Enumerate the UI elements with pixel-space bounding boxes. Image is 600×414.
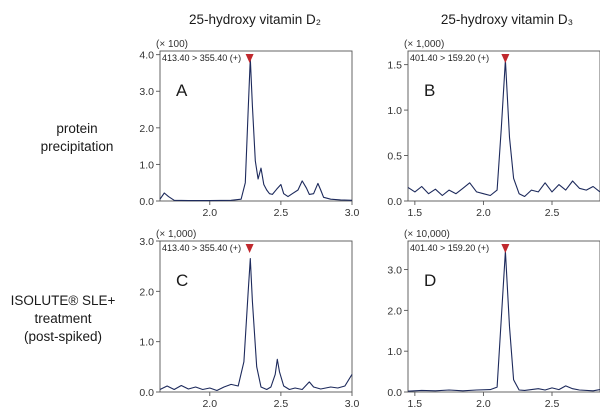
x-tick-label: 2.0 bbox=[476, 207, 491, 219]
peak-marker bbox=[245, 54, 254, 63]
chromatogram-panel-d: (× 10,000) 0.0 1.0 2.0 3.0 1.5 2.0 2.5 401.40 > … bbox=[387, 229, 600, 410]
y-tick-label: 0.0 bbox=[139, 387, 154, 399]
row-label-line: (post-spiked) bbox=[24, 329, 102, 344]
chromatogram-panel-a: (× 100) 0.0 1.0 2.0 3.0 4.0 2.0 2.5 3.0 413.40 > … bbox=[139, 39, 359, 219]
y-tick-label: 1.0 bbox=[139, 159, 154, 171]
plot-frame bbox=[159, 240, 353, 393]
plot-frame bbox=[407, 240, 600, 393]
x-tick-label: 2.5 bbox=[274, 398, 289, 410]
mrm-transition-label: 413.40 > 355.40 (+) bbox=[162, 243, 241, 253]
peak-marker bbox=[245, 244, 254, 253]
x-tick-label: 3.0 bbox=[345, 207, 360, 219]
y-tick-label: 0.0 bbox=[387, 196, 402, 208]
row-label-line: treatment bbox=[34, 311, 91, 326]
chromatogram-panel-c: (× 1,000) 0.0 1.0 2.0 3.0 2.0 2.5 3.0 413.40 > 3… bbox=[139, 229, 359, 410]
x-tick-label: 2.5 bbox=[545, 398, 560, 410]
plot-frame bbox=[159, 50, 353, 202]
panels-group: (× 100) 0.0 1.0 2.0 3.0 4.0 2.0 2.5 3.0 413.40 > … bbox=[139, 39, 600, 410]
column-title-vitamin-d3: 25-hydroxy vitamin D₃ bbox=[441, 12, 573, 27]
y-tick-label: 2.0 bbox=[139, 123, 154, 135]
column-title-vitamin-d2: 25-hydroxy vitamin D₂ bbox=[189, 12, 321, 27]
x-tick-label: 2.5 bbox=[274, 207, 289, 219]
axis-multiplier: (× 1,000) bbox=[156, 229, 196, 240]
y-tick-label: 2.0 bbox=[387, 305, 402, 317]
peak-marker bbox=[501, 54, 510, 63]
mrm-transition-label: 401.40 > 159.20 (+) bbox=[410, 53, 489, 63]
chromatogram-trace bbox=[159, 258, 353, 392]
y-tick-label: 0.5 bbox=[387, 151, 402, 163]
y-tick-label: 1.0 bbox=[387, 346, 402, 358]
y-tick-label: 2.0 bbox=[139, 286, 154, 298]
axis-multiplier: (× 100) bbox=[156, 39, 188, 50]
y-tick-label: 3.0 bbox=[139, 236, 154, 248]
mrm-transition-label: 413.40 > 355.40 (+) bbox=[162, 53, 241, 63]
row-label-line: protein bbox=[56, 121, 97, 136]
x-tick-label: 3.0 bbox=[345, 398, 360, 410]
chromatogram-trace bbox=[159, 57, 353, 202]
y-tick-label: 3.0 bbox=[139, 86, 154, 98]
axis-multiplier: (× 10,000) bbox=[404, 229, 450, 240]
panel-letter: B bbox=[424, 81, 435, 100]
mrm-transition-label: 401.40 > 159.20 (+) bbox=[410, 243, 489, 253]
y-tick-label: 4.0 bbox=[139, 50, 154, 62]
peak-marker bbox=[501, 244, 510, 253]
chromatogram-trace bbox=[407, 59, 600, 198]
x-tick-label: 2.0 bbox=[202, 398, 217, 410]
y-tick-label: 3.0 bbox=[387, 265, 402, 277]
y-tick-label: 0.0 bbox=[139, 196, 154, 208]
x-tick-label: 1.5 bbox=[408, 207, 423, 219]
chromatogram-trace bbox=[407, 250, 600, 392]
row-label-line: ISOLUTE® SLE+ bbox=[11, 293, 116, 308]
y-tick-label: 0.0 bbox=[387, 387, 402, 399]
plot-frame bbox=[407, 50, 600, 202]
panel-letter: A bbox=[176, 81, 188, 100]
x-tick-label: 2.0 bbox=[476, 398, 491, 410]
y-tick-label: 1.0 bbox=[387, 105, 402, 117]
row-label-line: precipitation bbox=[41, 139, 114, 154]
x-tick-label: 2.0 bbox=[202, 207, 217, 219]
panel-letter: C bbox=[176, 271, 188, 290]
x-tick-label: 2.5 bbox=[545, 207, 560, 219]
panel-letter: D bbox=[424, 271, 436, 290]
y-tick-label: 1.5 bbox=[387, 60, 402, 72]
x-tick-label: 1.5 bbox=[408, 398, 423, 410]
y-tick-label: 1.0 bbox=[139, 337, 154, 349]
chromatogram-panel-b: (× 1,000) 0.0 0.5 1.0 1.5 1.5 2.0 2.5 401.40 > 1… bbox=[387, 39, 600, 219]
axis-multiplier: (× 1,000) bbox=[404, 39, 444, 50]
